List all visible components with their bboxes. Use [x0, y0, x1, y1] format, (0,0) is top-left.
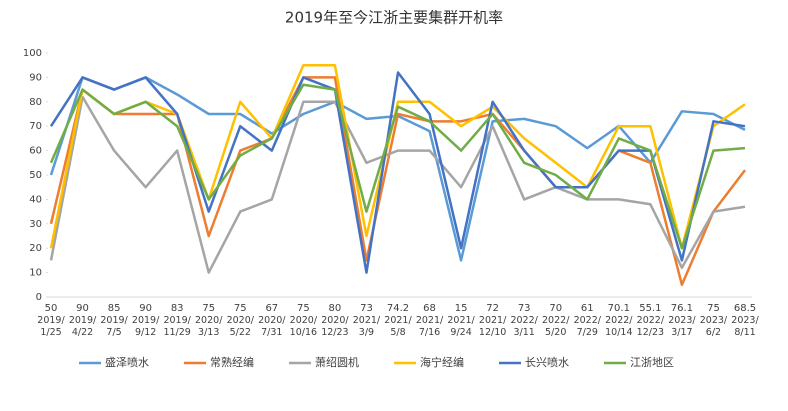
- series-line: [49, 76, 746, 287]
- x-tick-label: 2021/ 5/8: [384, 315, 412, 338]
- x-value-label: 72: [486, 303, 499, 314]
- legend-label: 长兴喷水: [525, 356, 569, 369]
- x-value-label: 85: [108, 303, 121, 314]
- x-value-label: 75: [707, 303, 720, 314]
- y-tick-label: 70: [29, 121, 42, 132]
- x-value-label: 90: [76, 303, 89, 314]
- x-tick-label: 2023/ 3/17: [668, 315, 696, 338]
- legend-label: 萧绍圆机: [315, 355, 359, 369]
- series-line: [49, 83, 746, 250]
- series-line: [49, 63, 746, 250]
- x-tick-label: 2022/ 5/20: [542, 315, 570, 338]
- x-tick-label: 2022/ 12/23: [636, 315, 665, 338]
- x-value-label: 68: [423, 303, 436, 314]
- x-tick-label: 2021/ 3/9: [352, 315, 381, 338]
- x-value-label: 15: [455, 303, 468, 314]
- x-tick-label: 2019/ 4/22: [68, 315, 97, 338]
- y-tick-label: 90: [29, 72, 42, 83]
- x-value-label: 83: [171, 303, 184, 314]
- x-tick-label: 2023/ 8/11: [731, 315, 759, 338]
- x-value-label: 67: [265, 303, 278, 314]
- x-value-label: 73: [360, 303, 373, 314]
- x-tick-label: 2020/ 5/22: [226, 315, 254, 338]
- y-tick-label: 80: [29, 97, 42, 108]
- x-tick-label: 2023/ 6/2: [699, 315, 728, 338]
- x-value-label: 61: [581, 303, 594, 314]
- x-tick-label: 2019/ 7/5: [100, 315, 128, 338]
- x-value-label: 74.2: [387, 303, 409, 314]
- x-tick-label: 2020/ 3/13: [195, 315, 223, 338]
- x-value-label: 76.1: [671, 303, 693, 314]
- x-tick-label: 2020/ 12/23: [321, 315, 349, 338]
- legend-label: 江浙地区: [630, 356, 674, 369]
- y-tick-label: 60: [29, 146, 42, 157]
- legend-label: 常熟经编: [210, 355, 254, 369]
- chart-title: 2019年至今江浙主要集群开机率: [285, 9, 503, 27]
- x-tick-label: 2019/ 1/25: [37, 315, 65, 338]
- y-tick-label: 30: [29, 219, 42, 230]
- x-tick-label: 2021/ 12/10: [478, 315, 507, 338]
- y-tick-label: 100: [23, 48, 42, 59]
- x-tick-label: 2019/ 11/29: [163, 315, 191, 338]
- x-tick-label: 2020/ 10/16: [289, 315, 318, 338]
- x-tick-label: 2022/ 10/14: [605, 315, 633, 338]
- x-tick-label: 2022/ 3/11: [510, 315, 538, 338]
- y-tick-label: 10: [29, 268, 42, 279]
- x-tick-label: 2019/ 9/12: [131, 315, 160, 338]
- x-value-label: 70.1: [608, 303, 630, 314]
- y-tick-label: 0: [36, 292, 42, 303]
- x-tick-label: 2021/ 7/16: [415, 315, 444, 338]
- x-tick-label: 2021/ 9/24: [447, 315, 475, 338]
- x-value-label: 80: [329, 303, 342, 314]
- x-value-label: 70: [549, 303, 562, 314]
- x-value-label: 75: [297, 303, 310, 314]
- series-line: [49, 71, 746, 274]
- x-value-label: 55.1: [639, 303, 661, 314]
- legend-label: 盛泽喷水: [105, 355, 149, 369]
- x-value-label: 68.5: [734, 303, 756, 314]
- y-tick-label: 20: [29, 243, 42, 254]
- x-value-label: 90: [139, 303, 152, 314]
- legend-label: 海宁经编: [420, 355, 464, 369]
- x-value-label: 50: [45, 303, 58, 314]
- series-line: [49, 95, 746, 274]
- x-value-label: 75: [234, 303, 247, 314]
- x-value-label: 75: [202, 303, 215, 314]
- y-tick-label: 50: [29, 170, 42, 181]
- x-value-label: 73: [518, 303, 531, 314]
- x-tick-label: 2022/ 7/29: [573, 315, 601, 338]
- x-tick-label: 2020/ 7/31: [258, 315, 286, 338]
- y-tick-label: 40: [29, 194, 42, 205]
